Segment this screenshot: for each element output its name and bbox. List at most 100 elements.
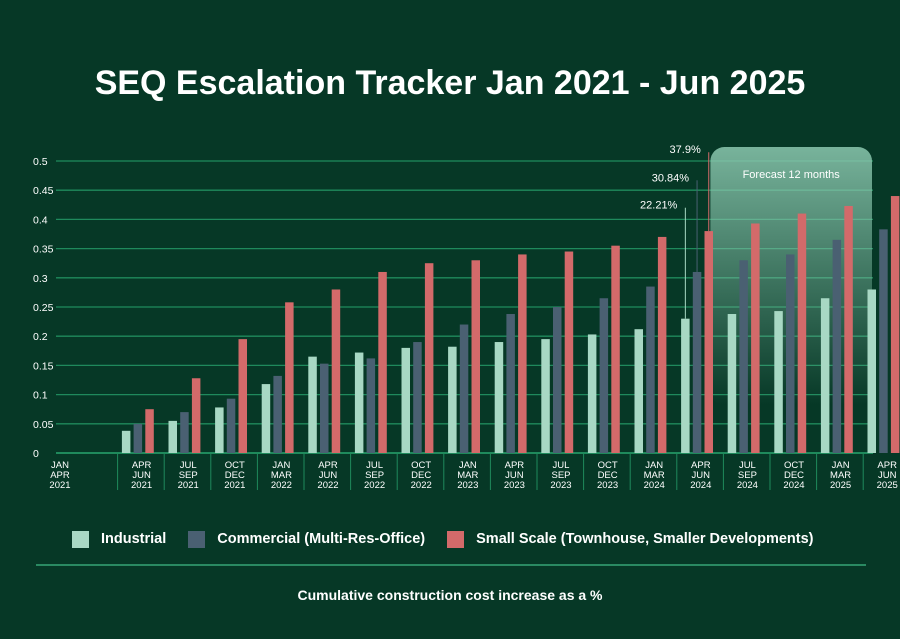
bar <box>611 245 620 453</box>
bar <box>751 223 760 453</box>
x-tick-label: DEC <box>784 470 804 481</box>
x-tick-label: SEP <box>551 470 570 481</box>
x-tick-label: JUN <box>319 470 338 481</box>
x-tick-label: 2021 <box>224 480 245 491</box>
x-tick-label: JUL <box>739 460 756 471</box>
y-tick-label: 0.05 <box>33 419 54 431</box>
bar <box>168 420 177 453</box>
x-tick-label: 2024 <box>690 480 711 491</box>
bars <box>121 196 900 454</box>
bar <box>424 263 434 453</box>
x-tick-label: 2021 <box>178 480 199 491</box>
x-tick-label: APR <box>877 460 897 471</box>
bar <box>494 342 504 453</box>
bar <box>145 409 154 453</box>
x-tick-label: MAR <box>271 470 292 481</box>
y-tick-label: 0.4 <box>33 214 48 226</box>
x-tick-label: SEP <box>179 470 198 481</box>
bar <box>285 302 294 453</box>
x-tick-label: 2025 <box>877 480 898 491</box>
legend-label-industrial: Industrial <box>101 531 167 547</box>
bar <box>681 318 690 453</box>
x-tick-label: JAN <box>645 460 663 471</box>
bar <box>133 423 143 453</box>
x-tick-label: 2024 <box>783 480 804 491</box>
x-tick-label: APR <box>505 460 525 471</box>
chart-title: SEQ Escalation Tracker Jan 2021 - Jun 20… <box>94 64 806 102</box>
bar <box>261 384 271 453</box>
bar <box>541 339 550 453</box>
annotation-label: 22.21% <box>640 200 678 212</box>
bar <box>797 213 807 453</box>
legend-swatch-small-scale <box>447 530 465 548</box>
x-tick-label: 2024 <box>644 480 665 491</box>
bar <box>180 412 189 453</box>
y-tick-label: 0.15 <box>33 360 54 372</box>
x-tick-label: OCT <box>784 460 804 471</box>
bar <box>121 430 131 453</box>
legend-swatch-commercial <box>188 530 206 548</box>
x-tick-label: 2023 <box>504 480 525 491</box>
x-tick-label: 2023 <box>457 480 478 491</box>
y-tick-label: 0.1 <box>33 390 48 402</box>
bar <box>867 289 876 453</box>
bar <box>646 286 655 453</box>
bar <box>518 254 527 453</box>
x-tick-label: 2023 <box>597 480 618 491</box>
bar <box>704 231 713 453</box>
bar <box>692 271 702 453</box>
x-tick-label: JAN <box>459 460 477 471</box>
annotation-label: 37.9% <box>670 144 701 156</box>
x-tick-label: JUN <box>878 470 897 481</box>
x-tick-label: 2024 <box>737 480 758 491</box>
x-tick-label: 2021 <box>49 480 70 491</box>
x-tick-label: DEC <box>225 470 245 481</box>
bar <box>331 289 341 453</box>
x-tick-label: APR <box>691 460 711 471</box>
bar <box>471 260 480 453</box>
bar <box>226 398 236 453</box>
x-tick-label: 2022 <box>364 480 385 491</box>
y-tick-label: 0 <box>33 448 39 460</box>
bar <box>657 236 667 453</box>
divider <box>36 564 866 566</box>
x-tick-label: JUL <box>366 460 383 471</box>
x-tick-label: 2022 <box>271 480 292 491</box>
x-tick-label: JAN <box>51 460 69 471</box>
forecast-label: Forecast 12 months <box>743 169 841 181</box>
x-tick-label: 2025 <box>830 480 851 491</box>
bar <box>634 329 643 453</box>
x-tick-label: MAR <box>457 470 478 481</box>
legend: Industrial Commercial (Multi-Res-Office)… <box>72 528 872 550</box>
annotation-label: 30.84% <box>652 172 690 184</box>
x-tick-label: JUN <box>692 470 711 481</box>
bar <box>879 229 888 453</box>
legend-swatch-industrial <box>72 530 89 548</box>
x-tick-label: JUL <box>553 460 570 471</box>
y-tick-label: 0.45 <box>33 185 54 197</box>
y-tick-label: 0.2 <box>33 331 48 343</box>
bar <box>273 375 282 453</box>
x-tick-label: APR <box>132 460 152 471</box>
bar <box>320 363 329 453</box>
x-tick-label: MAR <box>644 470 665 481</box>
y-tick-label: 0.5 <box>33 156 48 168</box>
x-tick-label: SEP <box>365 470 384 481</box>
caption: Cumulative construction cost increase as… <box>297 587 603 603</box>
x-tick-label: JUN <box>132 470 151 481</box>
bar <box>378 271 387 453</box>
bar <box>786 254 795 453</box>
x-tick-label: DEC <box>598 470 618 481</box>
bar <box>599 298 609 453</box>
legend-label-commercial: Commercial (Multi-Res-Office) <box>217 531 426 547</box>
bar <box>564 251 574 453</box>
x-axis: JANAPR2021APRJUN2021JULSEP2021OCTDEC2021… <box>49 453 898 491</box>
bar <box>401 347 410 453</box>
bar <box>587 334 597 453</box>
y-tick-label: 0.25 <box>33 302 54 314</box>
x-tick-label: DEC <box>411 470 431 481</box>
legend-label-small-scale: Small Scale (Townhouse, Smaller Developm… <box>476 531 814 547</box>
y-tick-label: 0.35 <box>33 244 54 256</box>
x-tick-label: OCT <box>598 460 618 471</box>
